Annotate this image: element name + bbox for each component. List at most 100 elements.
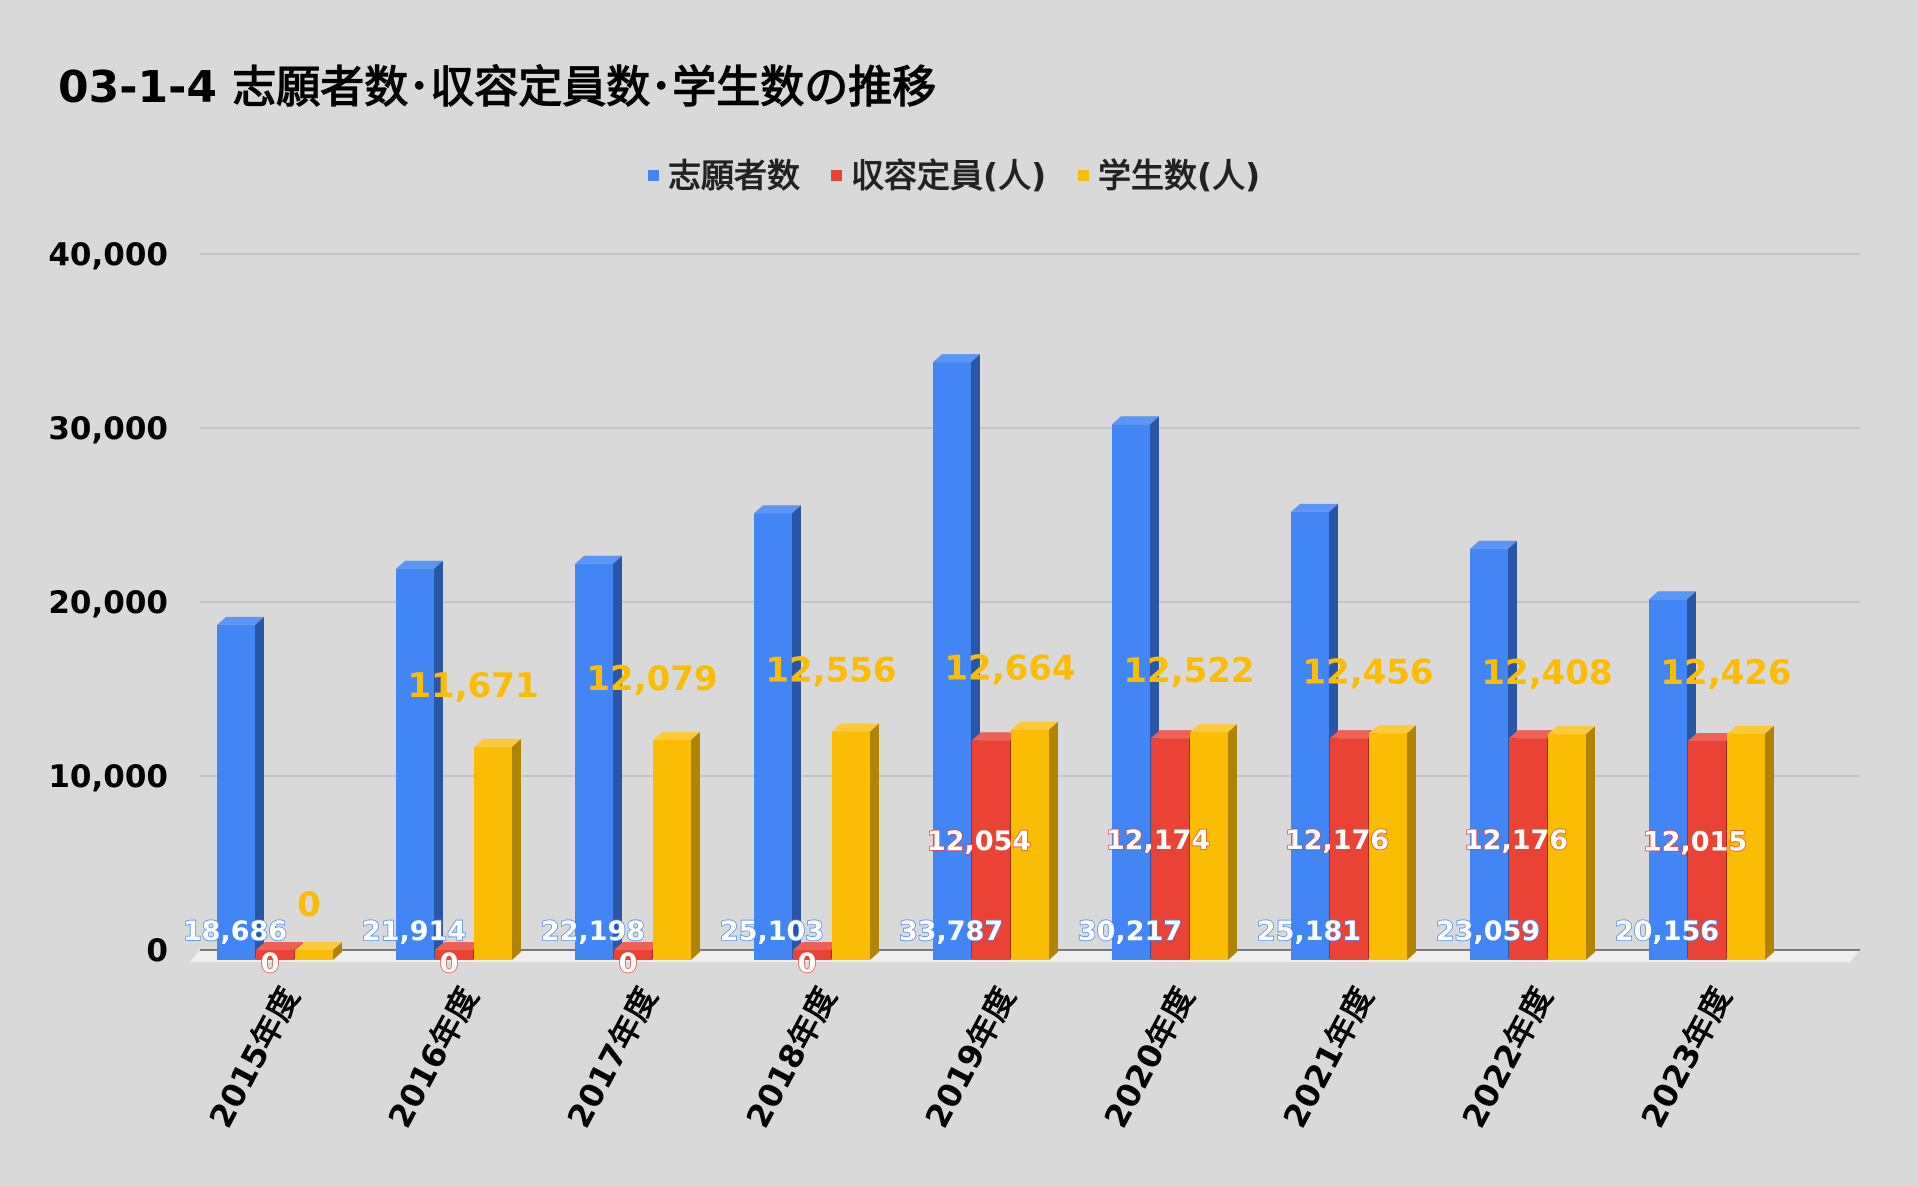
bar-front — [1151, 738, 1189, 960]
data-label-capacity: 0 — [798, 948, 817, 979]
y-axis: 0 10,000 20,000 30,000 40,000 — [48, 237, 168, 969]
bar-side — [1586, 726, 1595, 960]
bar-top — [1330, 730, 1377, 739]
bar-students — [1011, 721, 1058, 960]
bar-side — [255, 616, 264, 960]
bar-front — [1330, 738, 1368, 960]
bar-front — [1649, 599, 1687, 960]
bar-top — [1649, 591, 1696, 600]
data-label-capacity: 0 — [261, 948, 280, 979]
y-tick-label: 30,000 — [48, 411, 168, 447]
bar-front — [653, 739, 691, 960]
bar-side — [870, 723, 879, 960]
bar-top — [575, 555, 622, 564]
bar-front — [754, 513, 792, 960]
bar-top — [1151, 730, 1198, 739]
bar-top — [256, 942, 303, 950]
legend: 志願者数 収容定員(人) 学生数(人) — [648, 156, 1260, 195]
data-label-students: 12,408 — [1481, 653, 1612, 693]
bar-applicants — [396, 560, 443, 960]
bar-front — [933, 362, 971, 960]
bar-front — [1190, 732, 1228, 960]
bar-front — [217, 624, 255, 960]
bar-side — [691, 731, 700, 960]
bar-top — [933, 354, 980, 363]
bar-top — [1727, 725, 1774, 734]
data-label-students: 12,456 — [1302, 652, 1433, 692]
data-label-capacity: 0 — [619, 948, 638, 979]
bar-top — [972, 732, 1019, 741]
legend-swatch-capacity — [831, 170, 842, 181]
bar-side — [1049, 721, 1058, 960]
bar-top — [754, 505, 801, 514]
bar-top — [1548, 726, 1595, 735]
bar-top — [793, 942, 840, 950]
data-label-students: 12,079 — [586, 659, 717, 699]
bar-front — [474, 746, 512, 960]
y-tick-label: 40,000 — [48, 237, 168, 273]
data-label-capacity: 12,015 — [1643, 826, 1747, 857]
bar-top — [1190, 724, 1237, 733]
bar-side — [333, 942, 342, 960]
bar-top — [1688, 732, 1735, 741]
bar-top — [474, 738, 521, 747]
legend-label-capacity: 収容定員(人) — [851, 156, 1046, 195]
data-label-capacity: 0 — [440, 948, 459, 979]
bar-students — [1190, 724, 1237, 960]
bar-front — [1548, 734, 1586, 960]
bar-side — [434, 560, 443, 960]
data-label-students: 12,522 — [1123, 651, 1254, 691]
bar-front — [396, 568, 434, 960]
bar-students — [474, 738, 521, 960]
data-labels: 18,6860021,914011,67122,198012,07925,103… — [182, 649, 1791, 980]
bar-students — [1727, 725, 1774, 960]
data-label-students: 12,556 — [765, 651, 896, 691]
bar-top — [832, 723, 879, 732]
y-tick-label: 20,000 — [48, 585, 168, 621]
bar-side — [1407, 725, 1416, 960]
bar-top — [435, 942, 482, 950]
bar-front — [793, 950, 831, 960]
data-label-applicants: 18,686 — [183, 916, 287, 947]
bar-front — [1470, 548, 1508, 960]
bar-front — [1509, 738, 1547, 960]
data-label-applicants: 30,217 — [1078, 916, 1182, 947]
data-label-applicants: 23,059 — [1436, 916, 1540, 947]
bar-side — [1228, 724, 1237, 960]
bar-front — [1112, 424, 1150, 960]
bar-students — [1548, 726, 1595, 960]
data-label-students: 12,426 — [1660, 653, 1791, 693]
data-label-applicants: 33,787 — [899, 916, 1003, 947]
bar-side — [613, 555, 622, 960]
bar-top — [614, 942, 661, 950]
legend-swatch-applicants — [648, 170, 659, 181]
bar-top — [653, 731, 700, 740]
bar-top — [1011, 721, 1058, 730]
bar-front — [295, 950, 333, 960]
data-label-capacity: 12,176 — [1464, 825, 1568, 856]
data-label-applicants: 25,103 — [720, 916, 824, 947]
bar-front — [1727, 733, 1765, 960]
bar-front — [575, 563, 613, 960]
bar-top — [1369, 725, 1416, 734]
bar-front — [1369, 733, 1407, 960]
bar-front — [256, 950, 294, 960]
bar-front — [1291, 511, 1329, 960]
bar-applicants — [1470, 540, 1517, 960]
data-label-capacity: 12,174 — [1106, 825, 1210, 856]
bar-top — [1470, 540, 1517, 549]
bar-side — [792, 505, 801, 960]
bar-students — [832, 723, 879, 960]
bar-front — [832, 731, 870, 960]
bar-front — [972, 740, 1010, 960]
legend-label-students: 学生数(人) — [1098, 156, 1260, 195]
bar-front — [1688, 740, 1726, 960]
bar-front — [435, 950, 473, 960]
bar-top — [295, 942, 342, 950]
data-label-students: 12,664 — [944, 649, 1075, 689]
bar-top — [1112, 416, 1159, 425]
bar-students — [295, 942, 342, 960]
y-tick-label: 0 — [146, 933, 168, 969]
data-label-capacity: 12,054 — [927, 826, 1031, 857]
